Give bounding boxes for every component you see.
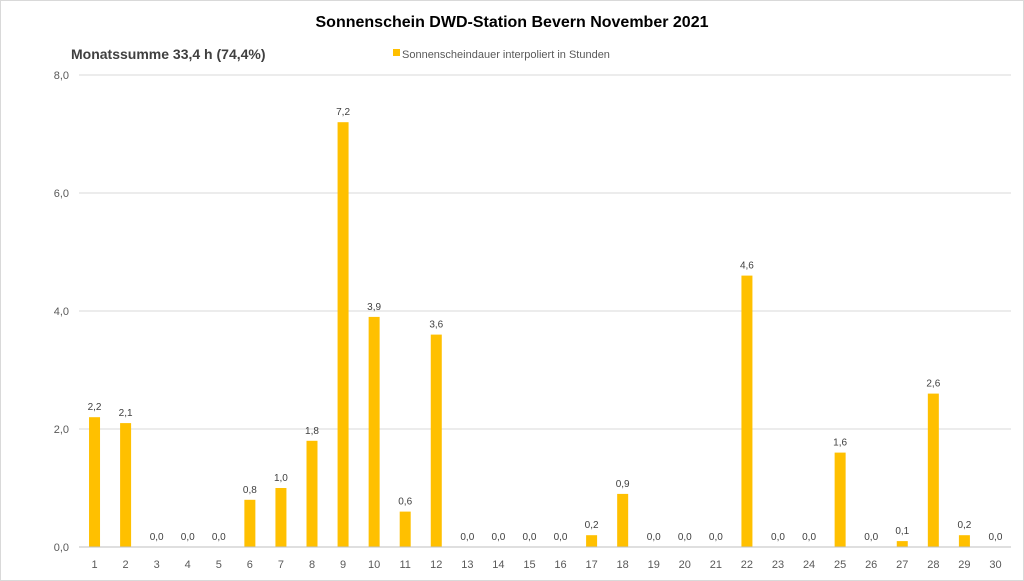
x-tick-label: 23 — [772, 559, 784, 571]
data-label: 2,6 — [926, 379, 940, 390]
bar — [306, 440, 318, 547]
data-label: 0,9 — [616, 479, 630, 490]
data-label: 0,0 — [647, 532, 661, 543]
bar — [244, 499, 256, 547]
bar — [275, 488, 287, 547]
x-tick-label: 13 — [461, 559, 473, 571]
x-tick-label: 10 — [368, 559, 380, 571]
data-label: 0,0 — [678, 532, 692, 543]
y-tick-label: 6,0 — [54, 188, 69, 200]
chart-subtitle: Monatssumme 33,4 h (74,4%) — [71, 46, 266, 62]
data-label: 0,0 — [554, 532, 568, 543]
x-tick-label: 6 — [247, 559, 253, 571]
data-label: 0,8 — [243, 485, 257, 496]
data-label: 7,2 — [336, 107, 350, 118]
bar — [927, 393, 939, 547]
x-tick-label: 21 — [710, 559, 722, 571]
data-label: 0,0 — [709, 532, 723, 543]
data-labels: 2,2 2,1 0,0 0,0 0,0 0,8 1,0 1,8 7,2 3,9 0,6 3,6 0,0 0… — [88, 107, 1003, 543]
bar — [586, 535, 598, 547]
x-tick-label: 25 — [834, 559, 846, 571]
bars — [89, 122, 970, 547]
x-tick-label: 28 — [927, 559, 939, 571]
x-axis-ticks: 1 2 3 4 5 6 7 8 9 10 11 12 13 14 15 16 17 18 19 20 21 22 23 24 2… — [91, 559, 1001, 571]
x-tick-label: 12 — [430, 559, 442, 571]
x-tick-label: 18 — [617, 559, 629, 571]
bar — [120, 423, 132, 547]
data-label: 0,0 — [523, 532, 537, 543]
data-label: 2,1 — [119, 408, 133, 419]
data-label: 0,0 — [989, 532, 1003, 543]
chart-title: Sonnenschein DWD-Station Bevern November… — [316, 14, 709, 31]
data-label: 0,0 — [212, 532, 226, 543]
data-label: 2,2 — [88, 402, 102, 413]
x-tick-label: 3 — [154, 559, 160, 571]
data-label: 0,2 — [585, 520, 599, 531]
data-label: 0,1 — [895, 526, 909, 537]
x-tick-label: 8 — [309, 559, 315, 571]
bar — [399, 511, 411, 547]
y-tick-label: 2,0 — [54, 424, 69, 436]
y-tick-label: 4,0 — [54, 306, 69, 318]
x-tick-label: 29 — [958, 559, 970, 571]
x-tick-label: 27 — [896, 559, 908, 571]
y-axis-ticks: 0,0 2,0 4,0 6,0 8,0 — [54, 70, 69, 554]
x-tick-label: 1 — [91, 559, 97, 571]
legend-label: Sonnenscheindauer interpoliert in Stunde… — [402, 49, 610, 61]
data-label: 1,6 — [833, 438, 847, 449]
y-tick-label: 0,0 — [54, 542, 69, 554]
data-label: 0,0 — [864, 532, 878, 543]
x-tick-label: 24 — [803, 559, 815, 571]
x-tick-label: 14 — [492, 559, 504, 571]
bar — [89, 417, 101, 547]
data-label: 1,0 — [274, 473, 288, 484]
gridlines — [79, 74, 1011, 430]
x-tick-label: 11 — [399, 559, 410, 571]
x-tick-label: 9 — [340, 559, 346, 571]
data-label: 0,0 — [802, 532, 816, 543]
x-tick-label: 20 — [679, 559, 691, 571]
x-tick-label: 17 — [585, 559, 597, 571]
y-tick-label: 8,0 — [54, 70, 69, 82]
x-tick-label: 19 — [648, 559, 660, 571]
x-tick-label: 5 — [216, 559, 222, 571]
x-tick-label: 16 — [554, 559, 566, 571]
data-label: 0,0 — [150, 532, 164, 543]
data-label: 0,6 — [398, 497, 412, 508]
data-label: 0,0 — [181, 532, 195, 543]
data-label: 0,0 — [491, 532, 505, 543]
data-label: 4,6 — [740, 261, 754, 272]
bar — [896, 541, 908, 547]
bar — [430, 334, 442, 547]
data-label: 3,9 — [367, 302, 381, 313]
bar — [741, 275, 753, 547]
x-tick-label: 22 — [741, 559, 753, 571]
x-tick-label: 4 — [185, 559, 191, 571]
bar — [368, 316, 380, 547]
x-tick-label: 2 — [123, 559, 129, 571]
x-tick-label: 26 — [865, 559, 877, 571]
x-tick-label: 30 — [989, 559, 1001, 571]
data-label: 0,2 — [957, 520, 971, 531]
bar — [958, 535, 970, 547]
bar — [834, 452, 846, 547]
x-tick-label: 15 — [523, 559, 535, 571]
data-label: 0,0 — [460, 532, 474, 543]
data-label: 1,8 — [305, 426, 319, 437]
data-label: 0,0 — [771, 532, 785, 543]
bar — [337, 122, 349, 547]
legend-swatch — [393, 49, 400, 56]
x-tick-label: 7 — [278, 559, 284, 571]
bar — [617, 493, 629, 547]
data-label: 3,6 — [429, 320, 443, 331]
